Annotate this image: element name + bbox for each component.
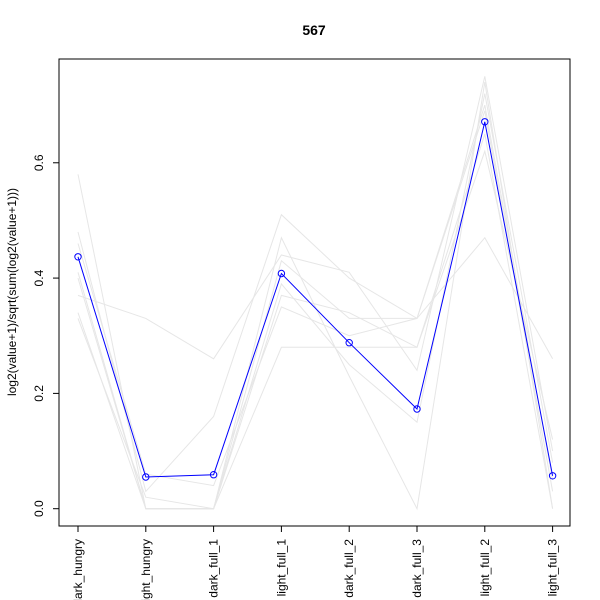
data-point-light_full_2	[481, 118, 489, 126]
x-tick-label: dark_full_2	[342, 539, 356, 598]
background-lines	[77, 76, 554, 511]
y-tick-label: 0.4	[32, 269, 46, 286]
data-point-light_full_1	[277, 269, 286, 278]
x-axis: dark_hungry light_hungry dark_full_1 light_…	[71, 525, 560, 600]
x-tick-label: light_full_1	[274, 539, 288, 597]
background-series-line-5	[77, 104, 554, 487]
y-axis-title: log2(value+1)/sqrt(sum(log2(value+1)))	[5, 188, 19, 396]
background-series-line-2	[77, 213, 554, 493]
y-tick-label: 0.2	[32, 385, 46, 402]
x-tick-label: dark_full_1	[207, 539, 221, 598]
x-tick-label: light_full_3	[546, 539, 560, 597]
x-tick-label: light_full_2	[478, 539, 492, 597]
data-point-light_hungry	[142, 473, 150, 481]
data-point-light_full_3	[548, 472, 557, 480]
data-point-dark_full_3	[413, 405, 421, 413]
background-series-line-3	[77, 76, 554, 452]
y-axis: 0.0 0.2 0.4 0.6	[32, 154, 60, 517]
highlight-series-line	[77, 121, 554, 478]
highlight-series	[74, 118, 557, 481]
background-series-line-6	[77, 110, 554, 510]
x-tick-label: light_hungry	[139, 539, 153, 600]
y-tick-label: 0.6	[32, 154, 46, 171]
x-tick-label: dark_hungry	[71, 539, 85, 600]
data-point-dark_full_1	[209, 471, 218, 479]
data-point-dark_hungry	[74, 253, 82, 261]
background-series-line-8	[77, 149, 554, 510]
x-tick-label: dark_full_3	[410, 539, 424, 598]
chart-title: 567	[302, 22, 326, 38]
y-tick-label: 0.0	[32, 500, 46, 517]
data-point-dark_full_2	[345, 339, 353, 347]
